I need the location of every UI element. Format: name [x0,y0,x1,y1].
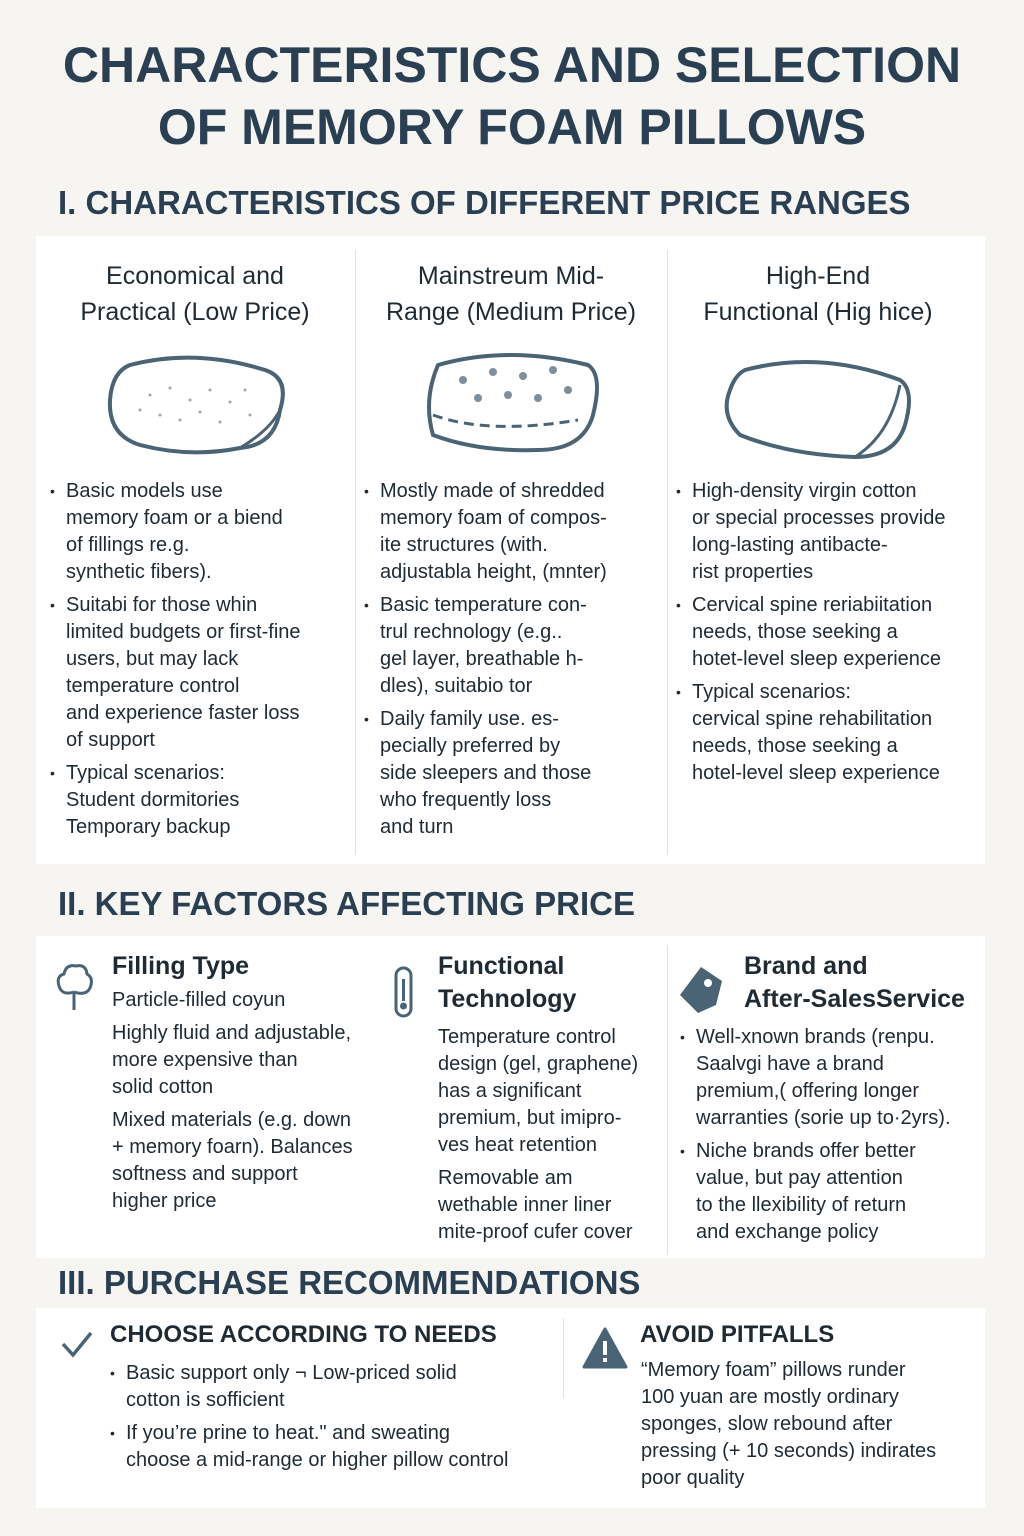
section-1-heading: I. CHARACTERISTICS OF DIFFERENT PRICE RA… [58,184,911,221]
bullet: Typical scenarios: cervical spine rehabi… [676,679,981,787]
choose-heading: CHOOSE ACCORDING TO NEEDS [110,1321,497,1348]
paragraph: Highly fluid and adjustable, more expens… [112,1022,352,1098]
low-price-heading: Economical and Practical (Low Price) [80,262,310,326]
mid-price-heading: Mainstreum Mid- Range (Medium Price) [385,262,637,326]
bullet: Basic models use memory foam or a biend … [50,478,352,586]
bullet: Daily family use. es- pecially preferred… [364,706,664,841]
paragraph: Particle-filled coyun [112,989,286,1011]
brand-service-bullets: Well-xnown brands (renpu. Saalvgi have a… [680,1024,982,1252]
section-2-heading: II. KEY FACTORS AFFECTING PRICE [58,885,635,922]
bullet: Well-xnown brands (renpu. Saalvgi have a… [680,1024,982,1132]
bullet: Suitabi for those whin limited budgets o… [50,592,352,754]
page-title: CHARACTERISTICS AND SELECTION OF MEMORY … [62,37,962,155]
brand-service-column: Brand and After-SalesService [744,950,984,1016]
high-price-heading: High-End Functional (Hig hice) [703,262,933,326]
checkmark-icon [61,1331,93,1358]
bullet: Mostly made of shredded memory foam of c… [364,478,664,586]
brand-service-heading: Brand and After-SalesService [744,952,965,1013]
paragraph: Mixed materials (e.g. down + memory foar… [112,1109,353,1212]
functional-technology-heading: Functional Technology [438,952,577,1013]
section-3-heading: III. PURCHASE RECOMMENDATIONS [58,1264,641,1301]
divider [355,250,356,855]
bullet: Basic support only ¬ Low-priced solid co… [110,1360,560,1414]
high-price-bullets: High-density virgin cotton or special pr… [676,478,981,793]
bullet: If you’re prine to heat." and sweating c… [110,1420,560,1474]
divider [563,1318,564,1398]
pillow-dotted-icon [107,355,285,455]
price-tag-icon [680,967,722,1013]
bullet: High-density virgin cotton or special pr… [676,478,981,586]
warning-icon [582,1327,628,1369]
functional-technology-column: Functional Technology Temperature contro… [438,950,664,1252]
choose-bullets: Basic support only ¬ Low-priced solid co… [110,1360,560,1480]
pillow-stitched-icon [427,353,599,453]
divider [667,250,668,855]
thermometer-icon [394,966,413,1018]
paragraph: Removable am wethable inner liner mite-p… [438,1167,633,1243]
low-price-bullets: Basic models use memory foam or a biend … [50,478,352,847]
divider [667,945,668,1255]
filling-type-column: Filling Type Particle-filled coyun Highl… [112,950,384,1221]
filling-type-heading: Filling Type [112,952,250,980]
cotton-icon [56,964,93,1010]
bullet: Typical scenarios: Student dormitories T… [50,760,352,841]
avoid-text: “Memory foam” pillows runder 100 yuan ar… [641,1359,937,1489]
pillow-smooth-icon [724,360,911,460]
paragraph: Temperature control design (gel, graphen… [438,1026,639,1156]
bullet: Cervical spine reriabiitation needs, tho… [676,592,981,673]
avoid-heading: AVOID PITFALLS [640,1321,835,1348]
bullet: Niche brands offer better value, but pay… [680,1138,982,1246]
bullet: Basic temperature con- trul rechnology (… [364,592,664,700]
mid-price-bullets: Mostly made of shredded memory foam of c… [364,478,664,847]
